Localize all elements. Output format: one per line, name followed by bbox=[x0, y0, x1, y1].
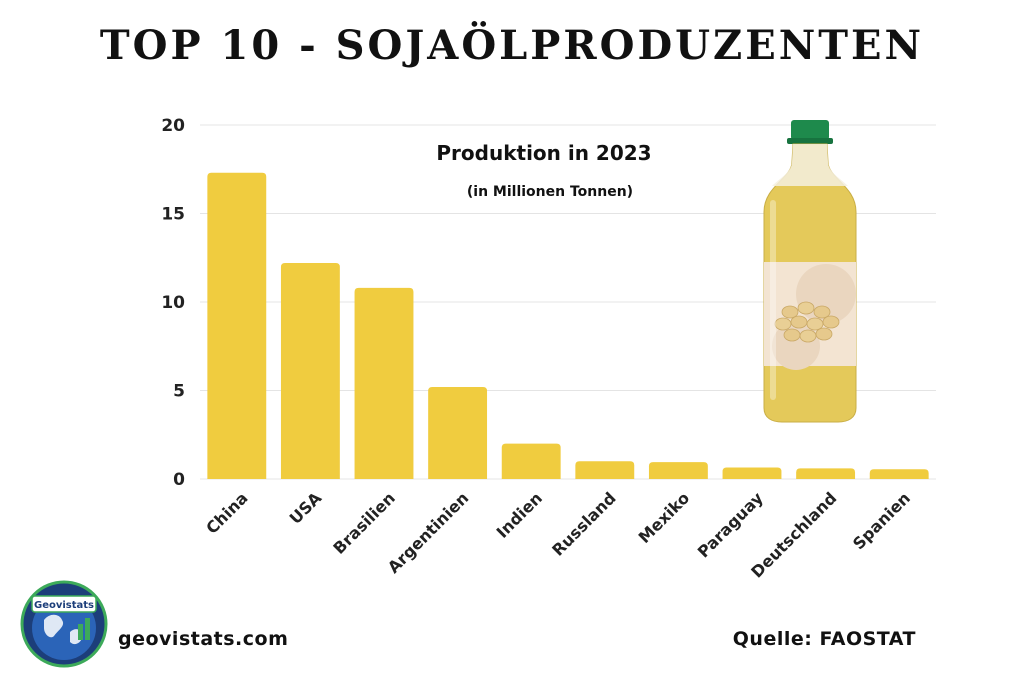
footer-source: Quelle: FAOSTAT bbox=[732, 628, 916, 650]
x-tick-label: Brasilien bbox=[329, 488, 398, 557]
y-tick-label: 10 bbox=[161, 293, 185, 313]
soybeans-icon bbox=[774, 301, 840, 343]
bar-paraguay bbox=[722, 467, 782, 479]
bar-usa bbox=[280, 263, 340, 479]
bottle-cap-ring bbox=[787, 138, 833, 144]
x-tick-label: Paraguay bbox=[694, 488, 767, 561]
bar-brasilien bbox=[354, 287, 414, 479]
page-title: TOP 10 - SOJAÖLPRODUZENTEN bbox=[99, 22, 925, 69]
bar-mexiko bbox=[648, 462, 708, 479]
y-tick-label: 15 bbox=[161, 205, 185, 225]
oil-bottle-icon bbox=[763, 120, 857, 423]
bar-deutschland bbox=[796, 468, 856, 479]
bar-argentinien bbox=[428, 386, 488, 479]
chart-title: Produktion in 2023 bbox=[436, 141, 651, 165]
x-tick-label: Mexiko bbox=[635, 488, 694, 547]
bottle-highlight bbox=[770, 200, 776, 400]
x-tick-label: Indien bbox=[493, 488, 546, 541]
y-tick-label: 5 bbox=[173, 382, 185, 402]
y-tick-label: 0 bbox=[173, 470, 185, 490]
bar-spanien bbox=[869, 469, 929, 479]
bar-russland bbox=[575, 461, 635, 479]
bar-china bbox=[207, 172, 267, 480]
x-tick-label: USA bbox=[286, 488, 326, 528]
x-tick-label: Russland bbox=[548, 488, 619, 559]
bottle-neck-glass bbox=[772, 144, 848, 186]
bottle-cap bbox=[791, 120, 829, 140]
y-tick-label: 20 bbox=[161, 116, 185, 136]
bars bbox=[207, 172, 929, 480]
x-tick-label: China bbox=[202, 488, 251, 537]
y-axis-ticks: 0 5 10 15 20 bbox=[161, 116, 185, 490]
x-tick-label: Spanien bbox=[849, 488, 914, 553]
chart-subtitle: (in Millionen Tonnen) bbox=[467, 184, 633, 200]
geovistats-logo: Geovistats bbox=[20, 580, 108, 668]
svg-text:Geovistats: Geovistats bbox=[34, 600, 94, 611]
footer-site[interactable]: geovistats.com bbox=[118, 628, 289, 650]
bar-indien bbox=[501, 443, 561, 479]
